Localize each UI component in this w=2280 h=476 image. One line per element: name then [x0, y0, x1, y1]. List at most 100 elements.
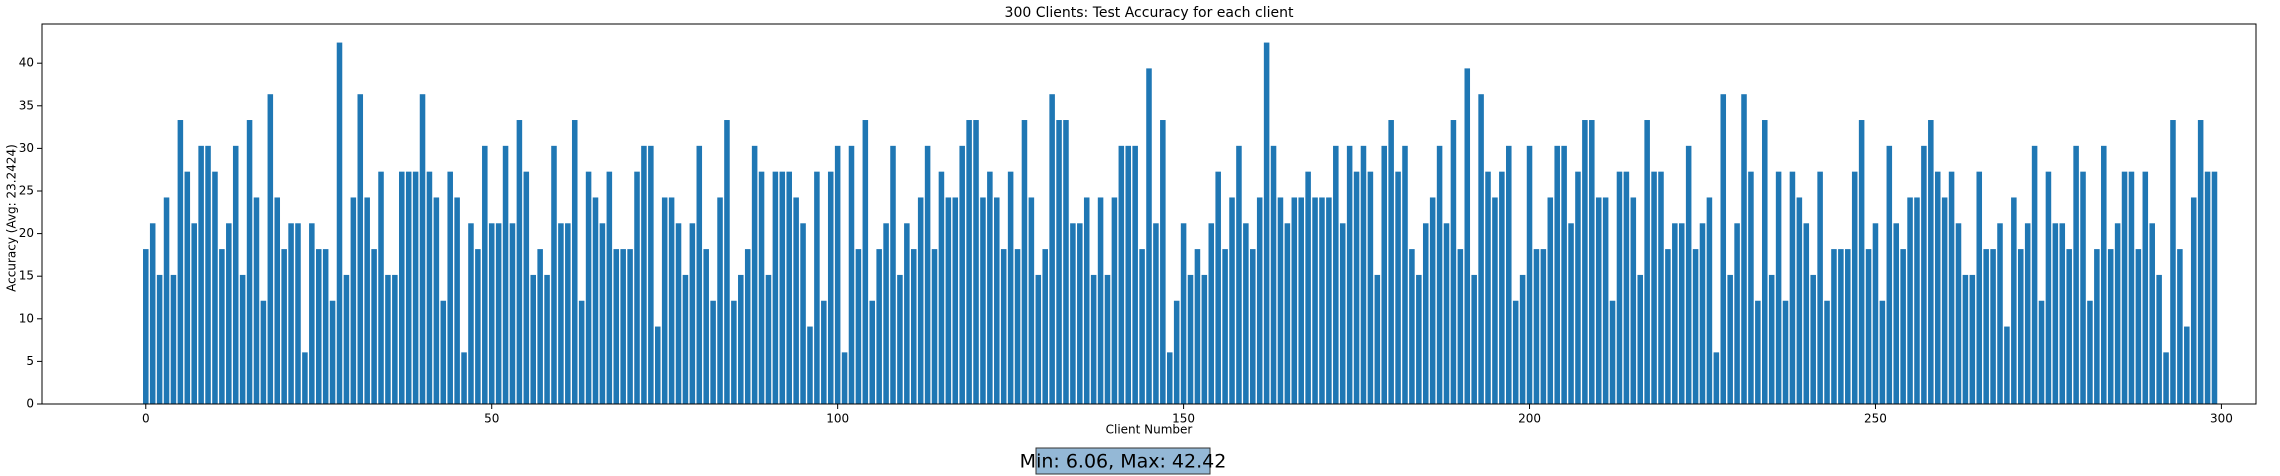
bar: [2011, 197, 2017, 404]
bar: [897, 274, 903, 404]
x-tick-label: 150: [1172, 412, 1195, 426]
bar: [1236, 145, 1242, 404]
bar: [703, 249, 709, 404]
bar: [2114, 223, 2121, 404]
bar: [1547, 197, 1554, 404]
y-tick-label: 10: [19, 311, 34, 325]
bar: [758, 171, 765, 404]
bar: [1014, 249, 1021, 404]
bar: [1208, 223, 1215, 404]
bar: [1775, 171, 1782, 404]
bar: [2184, 326, 2190, 404]
x-axis-label: Client Number: [1106, 423, 1193, 437]
bar: [2163, 352, 2169, 404]
bar: [1644, 120, 1650, 404]
bar: [987, 171, 993, 404]
bar: [1339, 223, 1346, 404]
bar: [2017, 249, 2024, 404]
bar: [295, 223, 301, 404]
bar: [412, 171, 419, 404]
bar: [1367, 171, 1374, 404]
bar: [1858, 120, 1865, 404]
bar: [1422, 223, 1429, 404]
bar: [1727, 274, 1733, 404]
bar: [1284, 223, 1291, 404]
bar: [350, 197, 357, 404]
y-tick-label: 30: [19, 141, 34, 155]
bar: [1402, 145, 1408, 404]
bar: [1879, 300, 1886, 404]
bar: [848, 145, 855, 404]
bar: [399, 171, 405, 404]
bar: [302, 352, 308, 404]
bar: [1713, 352, 1720, 404]
bar: [336, 42, 343, 405]
bar: [945, 197, 952, 404]
bar: [205, 145, 211, 404]
bar: [392, 274, 398, 404]
bar: [509, 223, 516, 404]
bar: [1222, 249, 1228, 404]
bar: [447, 171, 453, 404]
bar: [2142, 171, 2149, 404]
bar: [191, 223, 197, 404]
bar: [599, 223, 606, 404]
bar: [779, 171, 786, 404]
bar: [1561, 145, 1567, 404]
bar: [571, 120, 578, 404]
bar: [1395, 171, 1401, 404]
bar: [1616, 171, 1623, 404]
bar: [219, 249, 225, 404]
x-tick-label: 250: [1864, 412, 1887, 426]
bar: [938, 171, 945, 404]
bar: [1941, 197, 1948, 404]
bar: [1602, 197, 1609, 404]
bar: [1900, 249, 1906, 404]
bar: [613, 249, 620, 404]
bar: [2052, 223, 2059, 404]
bar: [931, 249, 938, 404]
bar: [1326, 197, 1332, 404]
bar: [1077, 223, 1083, 404]
bar: [1243, 223, 1249, 404]
bar: [1388, 120, 1394, 404]
x-tick-label: 300: [2210, 412, 2233, 426]
bar: [1893, 223, 1899, 404]
bar: [1187, 274, 1194, 404]
bar: [288, 223, 294, 404]
bar: [177, 120, 184, 404]
y-axis-label: Accuracy (Avg: 23.2424): [5, 144, 19, 292]
bar: [904, 223, 910, 404]
bar: [1706, 197, 1713, 404]
bar: [309, 223, 315, 404]
bar: [1519, 274, 1526, 404]
bar: [1478, 94, 1484, 405]
bar: [1464, 68, 1471, 404]
bar: [246, 120, 253, 404]
bar: [1201, 274, 1208, 404]
bar: [502, 145, 509, 404]
bar: [620, 249, 626, 404]
y-tick-label: 35: [19, 98, 34, 112]
bar: [1180, 223, 1187, 404]
bar: [1796, 197, 1803, 404]
bar: [163, 197, 170, 404]
bar: [1429, 197, 1436, 404]
y-tick-label: 25: [19, 183, 34, 197]
bar: [627, 249, 633, 404]
bar: [1250, 249, 1256, 404]
bar: [1291, 197, 1298, 404]
bar: [1928, 120, 1934, 404]
bar: [1817, 171, 1823, 404]
bar: [973, 120, 979, 404]
bar: [454, 197, 460, 404]
bar: [751, 145, 758, 404]
bar: [1346, 145, 1353, 404]
bar: [1450, 120, 1457, 404]
bar: [156, 274, 163, 404]
bar: [634, 171, 640, 404]
plot-frame: [41, 23, 2257, 405]
bar: [1948, 171, 1955, 404]
